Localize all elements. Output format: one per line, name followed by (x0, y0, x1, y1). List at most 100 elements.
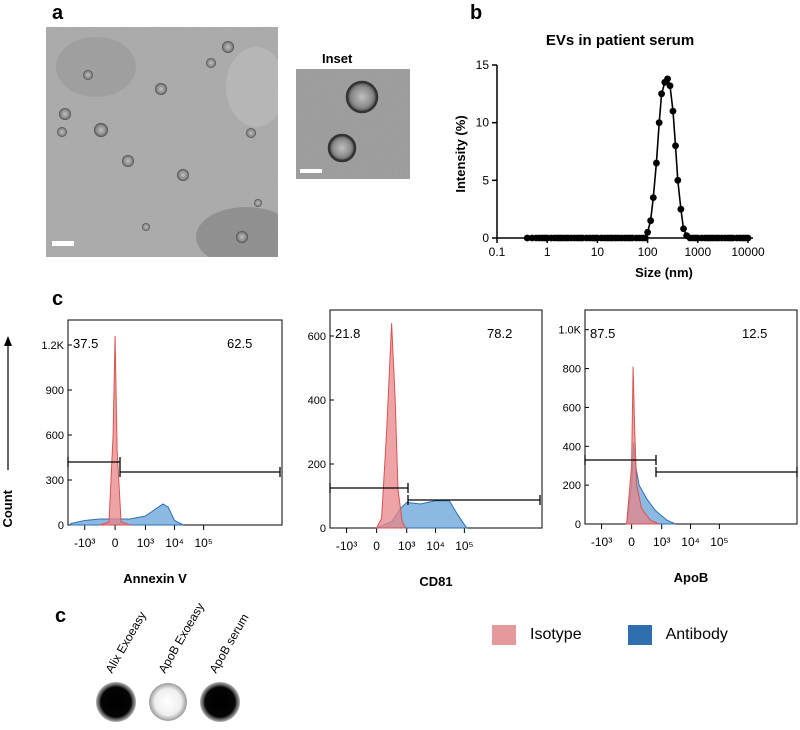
y-tick-label: 900 (46, 385, 64, 397)
x-tick-label: 10000 (731, 245, 765, 259)
legend-label-antibody: Antibody (665, 626, 728, 643)
x-tick-label: -10³ (336, 539, 357, 553)
legend-swatch-isotype (492, 625, 516, 645)
vesicles (57, 41, 262, 243)
panel-letter-b: b (470, 2, 483, 24)
x-tick-label: 10⁵ (455, 539, 473, 553)
flow-apob: 0 200 400 600 800 1.0K -10³ 0 10³ 10⁴ 10⁵ 87.5 12.5 A… (558, 309, 798, 585)
panel-letter-c-bottom: c (55, 605, 67, 627)
y-tick-label: 200 (308, 459, 326, 471)
panel-letter-c-top: c (52, 288, 64, 310)
x-tick-label: 10³ (398, 539, 415, 553)
gate-percent-left: 87.5 (590, 326, 615, 341)
x-tick-label: -10³ (74, 536, 95, 550)
data-point (655, 119, 663, 127)
dot-blot: Alix Exoeasy ApoB Exoeasy ApoB serum (96, 600, 252, 722)
x-axis-label: ApoB (674, 570, 709, 585)
x-tick-label: 10⁵ (710, 535, 728, 549)
data-point (669, 107, 677, 115)
data-point (674, 176, 682, 184)
x-tick-label: 10³ (137, 536, 154, 550)
x-tick-label: 0 (628, 535, 635, 549)
y-tick-label: 10 (476, 116, 490, 130)
y-tick-label: 0 (58, 520, 64, 532)
x-tick-label: 10⁴ (426, 539, 445, 553)
legend-swatch-antibody (627, 625, 652, 645)
flow-annexin-v: 0 300 600 900 1.2K -10³ 0 10³ 10⁴ 10⁵ 37.5 62.5 Anne… (41, 319, 283, 586)
tem-micrograph (46, 27, 278, 257)
dot-apob-exoeasy (149, 683, 187, 721)
inset-scale-bar (300, 169, 322, 173)
antibody-histogram (70, 503, 184, 526)
y-tick-label: 200 (563, 480, 581, 492)
isotype-histogram (99, 335, 131, 526)
dot-label-2: ApoB Exoeasy (155, 600, 206, 675)
dls-axes: 0 5 10 15 0.1 1 10 100 1000 10000 (476, 58, 765, 259)
data-point (523, 234, 531, 242)
y-tick-label: 800 (563, 364, 581, 376)
data-point (644, 228, 651, 236)
dls-chart: EVs in patient serum 0 5 10 15 0.1 1 10 100 1000… (453, 32, 765, 280)
gate-percent-right: 12.5 (742, 326, 767, 341)
scale-bar (52, 241, 74, 246)
dls-series (523, 75, 752, 242)
y-tick-label: 0 (482, 231, 489, 245)
gate-percent-right: 62.5 (227, 336, 252, 351)
data-point (680, 225, 687, 233)
dot-alix-exoeasy (96, 682, 136, 722)
legend-label-isotype: Isotype (530, 626, 582, 643)
y-tick-label: 400 (563, 441, 581, 453)
x-tick-label: 10⁵ (194, 536, 212, 550)
plot-frame (584, 309, 798, 525)
y-tick-label: 600 (563, 402, 581, 414)
data-point (649, 194, 657, 202)
x-tick-label: 10³ (653, 535, 670, 549)
gate-percent-left: 37.5 (73, 336, 98, 351)
chart-title: EVs in patient serum (546, 32, 694, 49)
data-point (641, 234, 649, 242)
y-tick-label: 600 (308, 331, 326, 343)
data-point (672, 142, 679, 150)
x-tick-label: 100 (638, 245, 658, 259)
legend: Isotype Antibody (492, 625, 728, 645)
data-point (666, 82, 674, 90)
x-tick-label: 0 (112, 536, 119, 550)
flow-cd81: 0 200 400 600 -10³ 0 10³ 10⁴ 10⁵ 21.8 78.2 CD81 (308, 309, 543, 589)
count-axis-arrow (4, 336, 12, 470)
panel-letter-a: a (52, 2, 64, 24)
isotype-histogram (375, 323, 407, 529)
dot-label-1: Alix Exoeasy (102, 609, 148, 675)
y-tick-label: 5 (482, 173, 489, 187)
y-tick-label: 1.2K (41, 340, 64, 352)
gate-percent-left: 21.8 (335, 326, 360, 341)
data-point (664, 75, 671, 83)
x-tick-label: 10⁴ (165, 536, 184, 550)
tem-inset (296, 69, 410, 179)
y-tick-label: 0 (575, 519, 581, 531)
dot-apob-serum (200, 682, 240, 722)
y-tick-label: 600 (46, 430, 64, 442)
x-tick-label: -10³ (591, 535, 612, 549)
x-tick-label: 1000 (684, 245, 711, 259)
y-tick-label: 1.0K (558, 325, 581, 337)
x-tick-label: 1 (544, 245, 551, 259)
data-point (677, 205, 685, 213)
data-point (653, 159, 660, 167)
x-axis-label: Annexin V (123, 571, 187, 586)
flow-panels: Count 0 300 600 900 1.2K -10³ 0 10³ 10⁴ 10⁵ 37.5 62… (0, 309, 798, 589)
inset-label: Inset (322, 51, 353, 66)
series-line (527, 77, 748, 239)
x-axis-label: Size (nm) (635, 265, 693, 280)
x-tick-label: 0 (373, 539, 380, 553)
gate-percent-right: 78.2 (487, 326, 512, 341)
x-tick-label: 0.1 (489, 245, 506, 259)
y-tick-label: 0 (320, 523, 326, 535)
x-tick-label: 10⁴ (681, 535, 700, 549)
data-point (744, 234, 752, 242)
y-tick-label: 15 (476, 58, 490, 72)
dot-label-3: ApoB serum (206, 611, 251, 675)
x-axis-label: CD81 (419, 574, 452, 589)
plot-frame (329, 309, 543, 529)
data-point (658, 90, 665, 98)
y-axis-label: Intensity (%) (453, 115, 468, 192)
